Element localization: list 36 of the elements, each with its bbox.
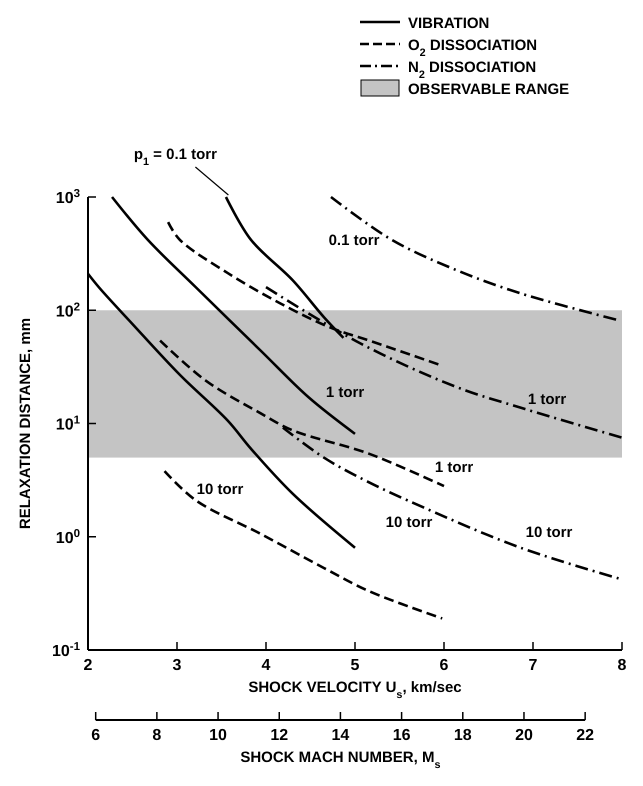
x2-tick-label: 18 bbox=[454, 727, 472, 744]
annotation: p$_{1}$ = 0.1 torr bbox=[134, 146, 218, 168]
x-axis-title: SHOCK VELOCITY U$_{s}$, km/sec bbox=[248, 679, 462, 701]
legend-label: O$_{2}$ DISSOCIATION bbox=[408, 37, 538, 59]
y-tick-label: 10$^{-1}$ bbox=[52, 641, 81, 660]
x2-tick-label: 8 bbox=[152, 727, 162, 744]
x-tick-label: 6 bbox=[440, 657, 449, 674]
y-tick-label: 10$^{2}$ bbox=[56, 301, 80, 320]
annotation: 0.1 torr bbox=[328, 232, 380, 249]
y-tick-label: 10$^{3}$ bbox=[56, 188, 80, 207]
x-tick-label: 4 bbox=[262, 657, 271, 674]
annotation: 10 torr bbox=[386, 514, 433, 531]
x-tick-label: 5 bbox=[350, 657, 360, 674]
y-tick-label: 10$^{1}$ bbox=[56, 414, 81, 434]
x-tick-label: 2 bbox=[84, 657, 93, 674]
annotation: 1 torr bbox=[528, 391, 566, 408]
legend-label: OBSERVABLE RANGE bbox=[408, 81, 570, 98]
x2-tick-label: 22 bbox=[576, 727, 594, 744]
y-axis-title: RELAXATION DISTANCE, mm bbox=[17, 318, 34, 530]
x2-tick-label: 20 bbox=[515, 727, 533, 744]
annotation: 1 torr bbox=[434, 459, 474, 476]
x2-tick-label: 16 bbox=[392, 727, 411, 744]
x2-tick-label: 14 bbox=[332, 727, 350, 744]
annotation: 10 torr bbox=[526, 524, 573, 541]
legend-label: N$_{2}$ DISSOCIATION bbox=[408, 59, 536, 81]
x2-tick-label: 10 bbox=[209, 727, 228, 744]
x2-tick-label: 6 bbox=[91, 727, 100, 744]
x2-tick-label: 12 bbox=[270, 727, 288, 744]
annotation: 10 torr bbox=[196, 481, 244, 498]
annotation: 1 torr bbox=[326, 384, 364, 401]
x-tick-label: 7 bbox=[528, 657, 538, 674]
x2-axis-title: SHOCK MACH NUMBER, M$_{s}$ bbox=[240, 749, 441, 771]
x-tick-label: 3 bbox=[172, 657, 182, 674]
legend-label: VIBRATION bbox=[408, 15, 490, 32]
y-tick-label: 10$^{0}$ bbox=[56, 528, 80, 547]
x-tick-label: 8 bbox=[618, 657, 627, 674]
